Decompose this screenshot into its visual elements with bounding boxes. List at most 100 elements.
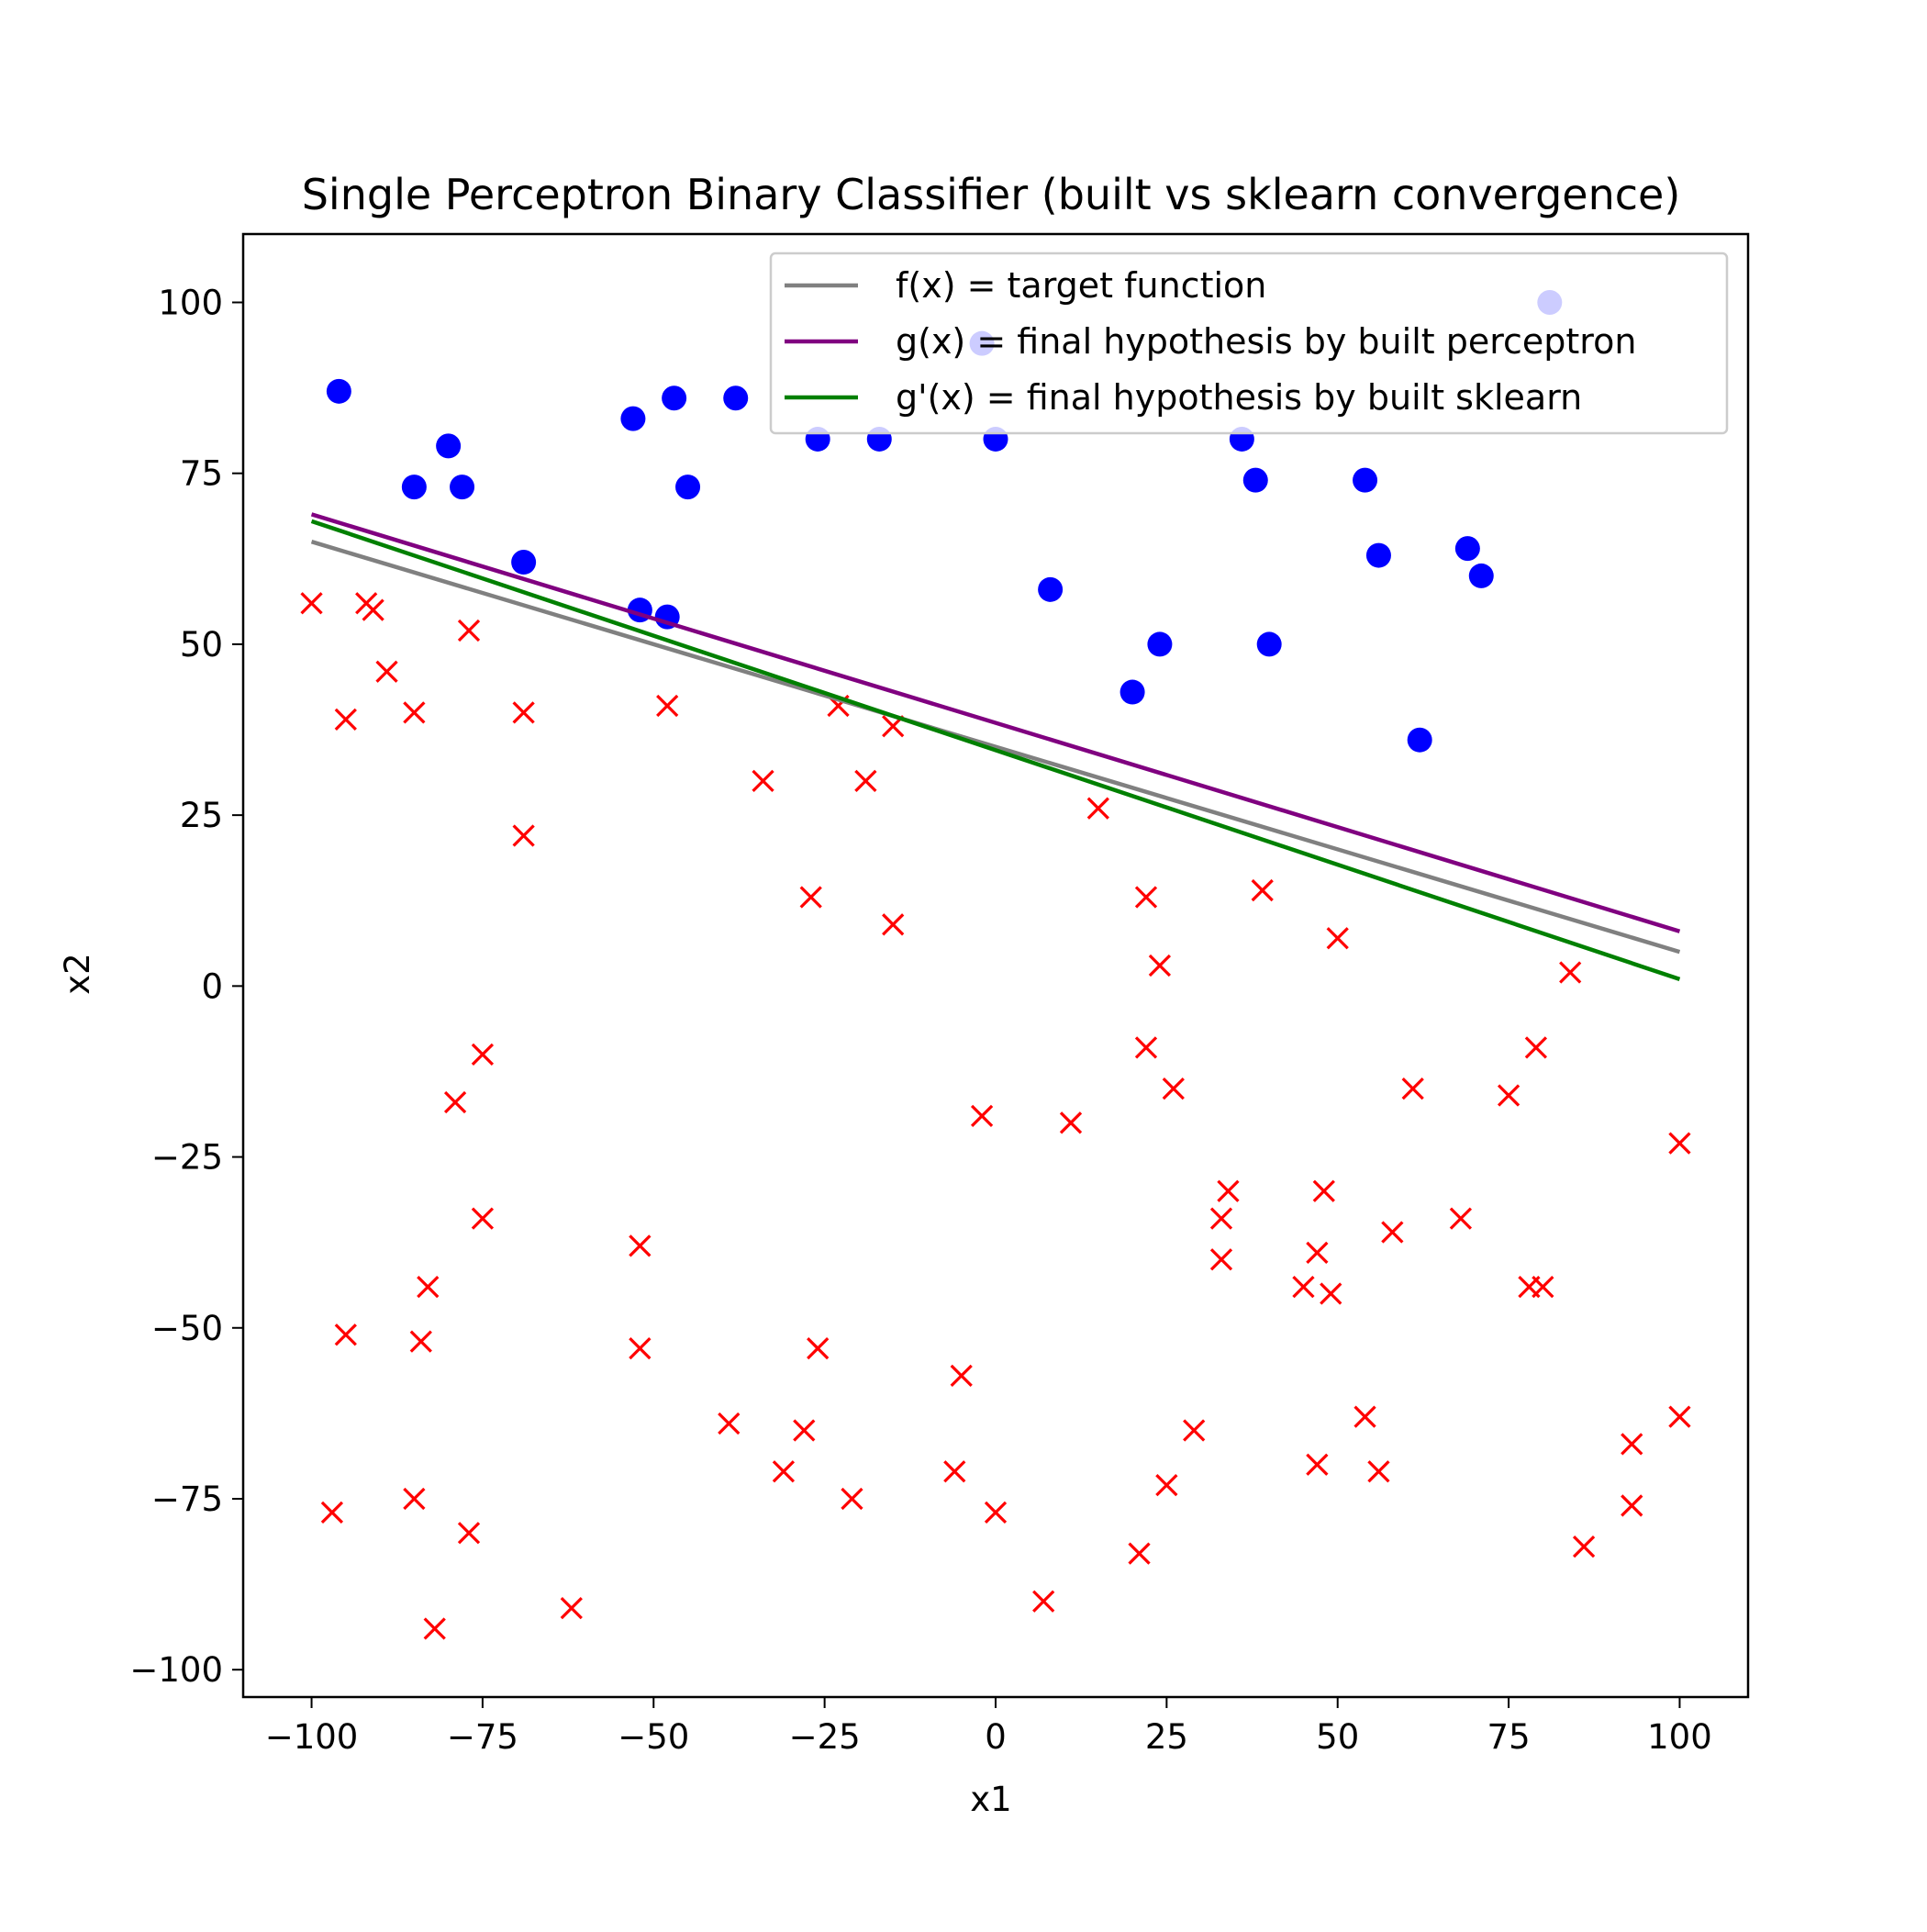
data-point-x-stroke xyxy=(1572,1535,1596,1558)
data-point-x-stroke xyxy=(1128,1542,1151,1565)
legend-label: g'(x) = final hypothesis by built sklear… xyxy=(896,377,1582,418)
data-point-x-stroke xyxy=(1559,961,1582,984)
data-point-x-stroke xyxy=(882,913,905,936)
data-point-x-stroke xyxy=(854,769,877,793)
data-point-x xyxy=(1312,1179,1335,1202)
y-axis-label: x2 xyxy=(58,953,97,994)
data-point-x-stroke xyxy=(409,1330,432,1353)
data-point-x-stroke xyxy=(1668,1132,1691,1155)
data-point-x xyxy=(882,913,905,936)
data-point-x-stroke xyxy=(1621,1494,1643,1517)
data-point-circle xyxy=(1038,576,1064,602)
data-point-circle xyxy=(675,475,701,500)
data-point-x xyxy=(629,1234,652,1257)
data-point-x-stroke xyxy=(362,598,384,621)
data-point-x-stroke xyxy=(1086,797,1109,820)
data-point-x xyxy=(1128,1542,1151,1565)
data-point-x-stroke xyxy=(1532,1275,1554,1299)
data-point-x-stroke xyxy=(1497,1084,1520,1107)
x-axis-label: x1 xyxy=(970,1780,1011,1819)
data-point-x-stroke xyxy=(403,701,426,724)
data-point-x xyxy=(1292,1275,1315,1299)
data-point-x xyxy=(1059,1111,1083,1134)
data-point-x xyxy=(512,824,535,847)
data-point-x-stroke xyxy=(375,660,398,683)
data-point-x xyxy=(656,694,679,718)
data-point-x-stroke xyxy=(334,1323,357,1346)
data-point-x xyxy=(943,1460,966,1483)
data-point-x-stroke xyxy=(752,769,774,793)
data-point-x xyxy=(1367,1460,1390,1483)
data-point-circle xyxy=(511,550,537,575)
data-point-x xyxy=(1209,1207,1233,1230)
axes: −100 −75 −50 −25 0 25 50 75 100 −100 −75 −50 −25 0 25 5… xyxy=(129,232,1750,1757)
data-point-x xyxy=(423,1617,446,1640)
legend-label: f(x) = target function xyxy=(896,265,1266,306)
data-point-x xyxy=(629,1336,652,1360)
data-point-circle xyxy=(1256,631,1282,657)
data-point-x xyxy=(1621,1494,1643,1517)
data-point-x xyxy=(1217,1179,1240,1202)
data-point-x xyxy=(1401,1077,1424,1100)
data-point-circle xyxy=(1365,542,1391,568)
data-point-x xyxy=(984,1501,1008,1524)
data-point-x-stroke xyxy=(718,1412,741,1435)
data-point-x-stroke xyxy=(1312,1179,1335,1202)
data-point-x-stroke xyxy=(656,694,679,718)
series-line xyxy=(310,512,1681,933)
plot-area xyxy=(300,289,1691,1640)
data-point-x xyxy=(362,598,384,621)
y-tick-label: −75 xyxy=(151,1480,223,1519)
data-point-x-stroke xyxy=(799,886,822,909)
data-point-x xyxy=(457,619,481,642)
data-point-x xyxy=(334,708,357,731)
data-point-x-stroke xyxy=(1059,1111,1083,1134)
data-point-x-stroke xyxy=(1367,1460,1390,1483)
data-point-x xyxy=(471,1043,495,1066)
data-point-x-stroke xyxy=(512,824,535,847)
data-point-x-stroke xyxy=(970,1104,994,1128)
x-tick-label: 25 xyxy=(1145,1717,1188,1757)
data-point-x-stroke xyxy=(1320,1282,1342,1305)
data-point-x xyxy=(417,1275,440,1299)
data-point-x xyxy=(409,1330,432,1353)
data-point-x-stroke xyxy=(1353,1405,1376,1428)
data-point-x xyxy=(334,1323,357,1346)
x-tick-label: 50 xyxy=(1316,1717,1359,1757)
series-line xyxy=(310,540,1681,955)
data-point-x xyxy=(403,1487,426,1511)
data-point-x-stroke xyxy=(1401,1077,1424,1100)
data-point-x xyxy=(403,701,426,724)
data-point-x xyxy=(1209,1248,1233,1271)
data-point-x-stroke xyxy=(471,1043,495,1066)
data-point-circle xyxy=(1468,563,1494,588)
data-point-x xyxy=(512,701,535,724)
data-point-x-stroke xyxy=(1032,1590,1055,1613)
data-point-x-stroke xyxy=(300,592,323,615)
data-point-x xyxy=(1524,1036,1548,1059)
y-tick-label: −50 xyxy=(151,1309,223,1348)
data-point-x xyxy=(1306,1453,1329,1476)
data-point-x-stroke xyxy=(1209,1207,1233,1230)
data-point-x-stroke xyxy=(1134,1036,1158,1059)
data-point-x-stroke xyxy=(984,1501,1008,1524)
data-point-x xyxy=(1668,1132,1691,1155)
y-tick-label: −100 xyxy=(129,1650,223,1690)
data-point-x xyxy=(799,886,822,909)
data-point-x-stroke xyxy=(334,708,357,731)
plot-frame xyxy=(241,232,1750,1699)
data-point-circle xyxy=(1407,727,1432,753)
data-point-circle xyxy=(1353,467,1378,493)
data-point-x-stroke xyxy=(423,1617,446,1640)
data-point-x xyxy=(793,1419,816,1442)
data-point-circle xyxy=(620,406,646,431)
y-tick-label: 0 xyxy=(201,966,223,1006)
data-point-circle xyxy=(436,433,462,459)
y-tick-label: −25 xyxy=(151,1138,223,1178)
y-tick-label: 50 xyxy=(180,625,223,664)
data-point-x-stroke xyxy=(1449,1207,1473,1230)
data-point-x xyxy=(1306,1241,1329,1264)
y-tick-label: 25 xyxy=(180,796,223,835)
data-point-x-stroke xyxy=(793,1419,816,1442)
